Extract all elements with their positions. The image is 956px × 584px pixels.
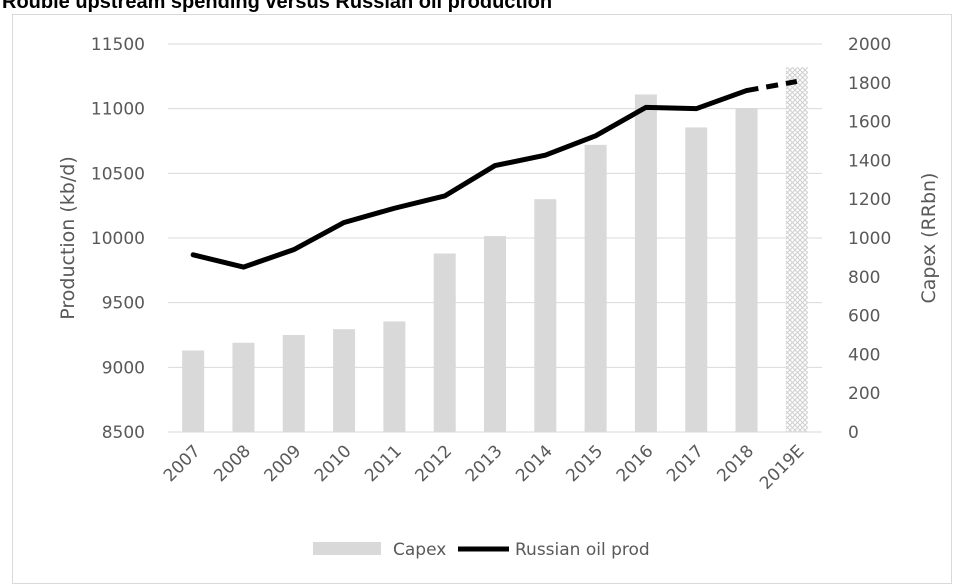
x-tick-label: 2009 — [261, 441, 306, 486]
x-tick-label: 2018 — [713, 441, 758, 486]
legend: Capex Russian oil prod — [313, 540, 650, 560]
bar-capex — [534, 199, 557, 432]
y-right-tick-label: 800 — [848, 268, 880, 288]
y-right-tick-label: 400 — [848, 345, 880, 365]
right-axis-title: Capex (RRbn) — [918, 173, 940, 304]
bar-capex — [735, 108, 758, 433]
bar-capex-estimate — [785, 67, 808, 432]
bar-capex — [584, 144, 607, 432]
y-right-tick-label: 1000 — [848, 229, 891, 249]
bar-capex — [282, 335, 305, 432]
x-tick-label: 2012 — [411, 441, 456, 486]
x-tick-label: 2013 — [462, 441, 507, 486]
y-right-tick-label: 600 — [848, 307, 880, 327]
bar-capex — [634, 94, 657, 432]
x-axis-ticks: 2007 2008 2009 2010 2011 2012 2013 2014 2015 2016… — [160, 431, 822, 494]
production-line — [190, 79, 798, 270]
chart-title: Rouble upstream spending versus Russian … — [2, 0, 553, 13]
y-left-tick-label: 8500 — [102, 423, 145, 443]
x-tick-label: 2014 — [512, 441, 557, 486]
legend-swatch-capex — [313, 542, 381, 555]
y-right-tick-label: 1600 — [848, 113, 891, 133]
legend-label-production: Russian oil prod — [515, 540, 650, 560]
y-right-tick-label: 2000 — [848, 35, 891, 55]
x-tick-label: 2015 — [562, 441, 607, 486]
x-tick-label: 2016 — [613, 441, 658, 486]
bar-capex — [433, 253, 456, 432]
x-tick-label: 2010 — [311, 441, 356, 486]
bar-capex — [232, 342, 255, 432]
bar-capex — [484, 236, 506, 432]
x-tick-label: 2008 — [210, 441, 255, 486]
y-right-tick-label: 1800 — [848, 74, 891, 94]
y-right-tick-label: 0 — [848, 423, 859, 443]
right-axis-ticks: 0 200 400 600 800 1000 1200 1400 1600 1800 2000 — [848, 35, 891, 443]
legend-label-capex: Capex — [393, 540, 446, 560]
y-left-tick-label: 11500 — [91, 35, 145, 55]
y-right-tick-label: 200 — [848, 384, 880, 404]
x-tick-label: 2007 — [160, 441, 205, 486]
y-right-tick-label: 1400 — [848, 151, 891, 171]
capex-bars — [182, 67, 808, 433]
bar-capex — [182, 350, 205, 432]
production-line-actual — [190, 88, 750, 270]
bar-capex — [685, 127, 708, 433]
production-line-estimate — [746, 79, 798, 94]
y-left-tick-label: 11000 — [91, 100, 145, 120]
y-left-tick-label: 9500 — [102, 294, 145, 314]
y-left-tick-label: 10500 — [91, 164, 145, 184]
bar-capex — [383, 321, 406, 432]
bar-capex — [333, 329, 356, 432]
y-left-tick-label: 9000 — [102, 358, 145, 378]
y-left-tick-label: 10000 — [91, 229, 145, 249]
left-axis-ticks: 8500 9000 9500 10000 10500 11000 11500 — [91, 35, 145, 443]
y-right-tick-label: 1200 — [848, 190, 891, 210]
x-tick-label: 2011 — [361, 441, 406, 486]
left-axis-title: Production (kb/d) — [57, 156, 79, 319]
x-tick-label: 2019E — [756, 441, 808, 493]
x-tick-label: 2017 — [663, 441, 708, 486]
